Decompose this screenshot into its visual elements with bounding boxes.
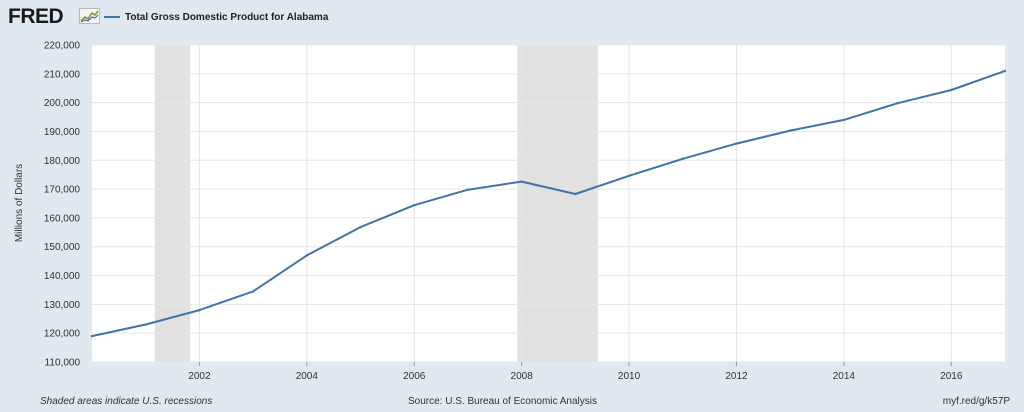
gridlines [92, 44, 1005, 366]
data-point [251, 290, 255, 293]
source-note: Source: U.S. Bureau of Economic Analysis [408, 396, 597, 407]
y-tick-label: 140,000 [44, 271, 81, 282]
legend-label: Total Gross Domestic Product for Alabama [125, 11, 329, 23]
recession-note: Shaded areas indicate U.S. recessions [40, 396, 213, 407]
x-tick-label: 2006 [403, 371, 426, 382]
y-tick-label: 160,000 [44, 213, 81, 224]
y-axis-title: Millions of Dollars [14, 164, 25, 242]
data-point [574, 192, 577, 196]
y-tick-label: 220,000 [44, 41, 81, 52]
legend-swatch [104, 16, 120, 18]
fred-logo[interactable]: FRED [8, 5, 64, 28]
recession-band [517, 45, 598, 362]
chart-header: FRED Total Gross Domestic Product for Al… [0, 0, 1024, 36]
recession-band [154, 45, 191, 362]
series-line [91, 69, 1006, 338]
data-point [896, 102, 899, 105]
x-axis-ticks: 2002 2004 2006 2008 2010 2012 2014 2016 [188, 371, 963, 382]
recession-bands [154, 45, 598, 362]
data-point [735, 142, 738, 145]
y-tick-label: 120,000 [44, 329, 81, 340]
data-point [950, 88, 953, 92]
series-lines [90, 69, 1007, 338]
y-tick-label: 190,000 [44, 127, 81, 138]
x-tick-label: 2016 [940, 371, 963, 382]
data-point [359, 225, 362, 229]
y-tick-label: 210,000 [44, 69, 81, 80]
x-tick-label: 2010 [618, 371, 641, 382]
data-point [144, 323, 147, 326]
y-tick-label: 170,000 [44, 185, 81, 196]
data-point [681, 157, 684, 161]
chart-legend[interactable]: Total Gross Domestic Product for Alabama [104, 10, 328, 24]
x-tick-label: 2002 [188, 371, 211, 382]
data-point [90, 334, 94, 338]
data-point [413, 204, 416, 207]
y-tick-label: 200,000 [44, 98, 81, 109]
data-point [305, 254, 309, 257]
data-point [1003, 69, 1007, 73]
x-tick-label: 2008 [511, 371, 534, 382]
data-point [520, 180, 523, 183]
y-tick-label: 130,000 [44, 300, 81, 311]
x-tick-label: 2004 [296, 371, 319, 382]
x-tick-label: 2012 [725, 371, 748, 382]
data-point [466, 188, 470, 191]
fred-chart-icon [79, 8, 100, 24]
data-point [788, 129, 792, 132]
y-tick-label: 180,000 [44, 156, 81, 167]
data-point [842, 118, 846, 122]
y-axis-ticks: 110,000 120,000 130,000 140,000 150,000 160,0… [44, 41, 81, 369]
data-point [198, 308, 201, 312]
y-tick-label: 150,000 [44, 242, 81, 253]
x-tick-label: 2014 [833, 371, 856, 382]
y-tick-label: 110,000 [45, 358, 81, 369]
short-url-link[interactable]: myf.red/g/k57P [942, 396, 1010, 407]
data-point [627, 174, 631, 178]
